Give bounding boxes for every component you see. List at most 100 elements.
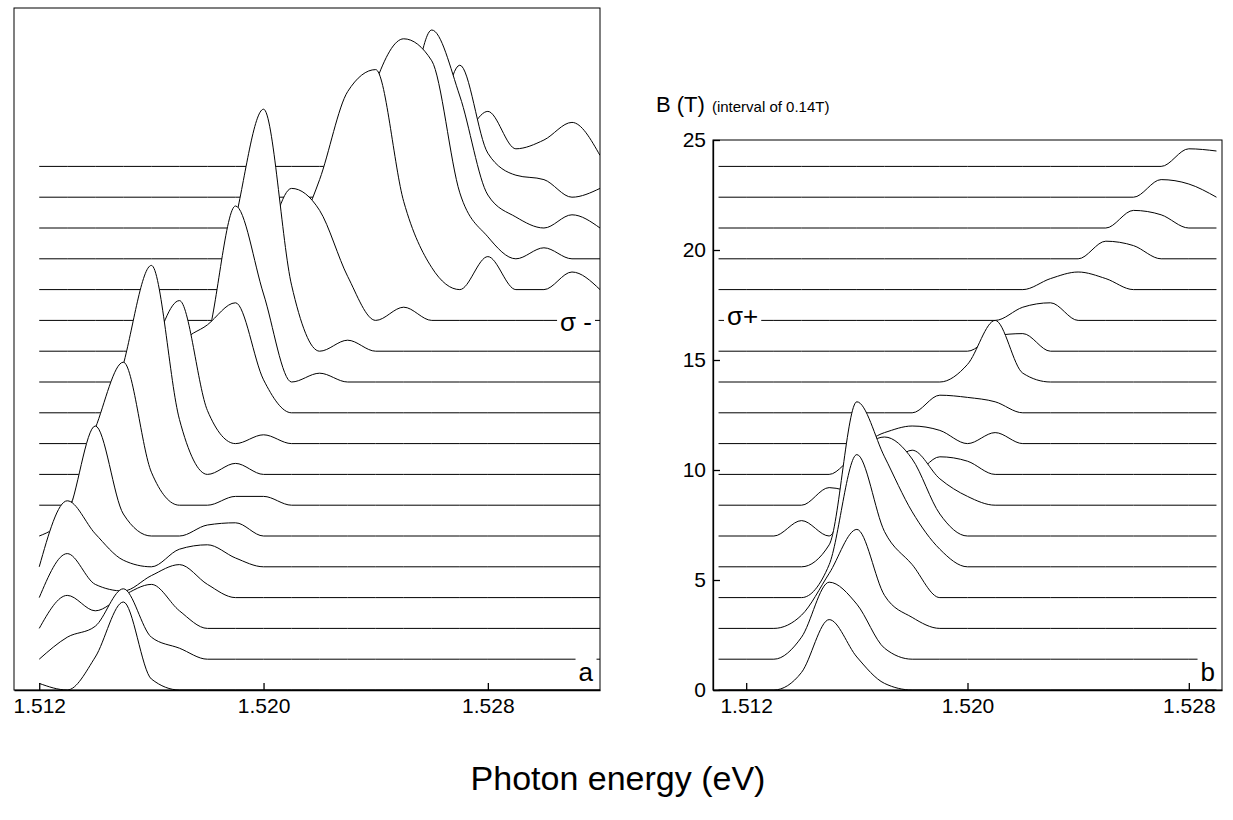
plot-frame — [713, 140, 1222, 690]
tick-mark — [713, 470, 720, 471]
trace-fill — [39, 188, 600, 320]
tick-label: 15 — [683, 348, 706, 371]
tick: 10 — [683, 458, 720, 481]
trace-line — [719, 149, 1217, 167]
trace-fill — [719, 582, 1217, 659]
trace-fill — [39, 362, 600, 505]
trace-line — [719, 180, 1217, 198]
trace-fill — [719, 303, 1217, 321]
trace-line — [39, 206, 600, 382]
tick-label: 1.520 — [942, 694, 995, 717]
tick-label: 25 — [683, 128, 706, 151]
y-axis-note: (interval of 0.14T) — [712, 98, 830, 115]
tick-mark — [263, 683, 264, 690]
trace-line — [719, 437, 1217, 536]
trace-line — [719, 272, 1217, 290]
tick-mark — [746, 683, 747, 690]
trace-line — [719, 241, 1217, 259]
trace-fill — [719, 426, 1217, 444]
tick-label: 5 — [694, 568, 706, 591]
trace-fill — [719, 320, 1217, 382]
label-patch — [576, 656, 597, 688]
tick-mark — [713, 580, 720, 581]
tick-mark — [967, 683, 968, 690]
trace-fill — [719, 455, 1217, 598]
tick-mark — [488, 683, 489, 690]
trace-fill — [719, 149, 1217, 167]
trace-line — [39, 362, 600, 505]
traces — [719, 149, 1217, 690]
tick-label: 1.512 — [13, 694, 66, 717]
x-axis: 1.512 1.520 1.528 — [13, 683, 600, 717]
plot-frame — [14, 8, 600, 690]
trace-fill — [719, 210, 1217, 228]
panel: 1.512 1.520 1.528 0 5 10 15 20 25 σ+ b — [683, 128, 1223, 717]
trace-fill — [719, 334, 1217, 352]
trace-line — [719, 455, 1217, 598]
axis-line — [713, 141, 714, 691]
trace-fill — [719, 272, 1217, 290]
trace-line — [719, 529, 1217, 628]
trace-line — [719, 303, 1217, 321]
tick: 0 — [694, 678, 720, 701]
tick: 1.512 — [720, 683, 773, 717]
trace-fill — [39, 65, 600, 197]
trace-line — [39, 65, 600, 197]
label-patch — [724, 300, 761, 332]
axis-line — [714, 690, 1223, 691]
trace-fill — [39, 426, 600, 536]
panel-title: σ - — [560, 307, 592, 337]
tick: 1.520 — [942, 683, 995, 717]
tick-label: 1.520 — [238, 694, 291, 717]
trace-fill — [719, 450, 1217, 505]
tick-label: 10 — [683, 458, 706, 481]
trace-fill — [719, 180, 1217, 198]
panel: 1.512 1.520 1.528 σ - a — [13, 8, 600, 717]
trace-fill — [719, 241, 1217, 259]
tick-mark — [713, 360, 720, 361]
tick: 25 — [683, 128, 720, 151]
tick-label: 1.528 — [1163, 694, 1216, 717]
tick-mark — [1189, 683, 1190, 690]
trace-line — [39, 501, 600, 567]
trace-fill — [719, 437, 1217, 536]
traces — [39, 30, 600, 690]
x-axis: 1.512 1.520 1.528 — [714, 683, 1223, 717]
panel-letter: b — [1201, 657, 1215, 687]
trace-fill — [39, 109, 600, 351]
trace-fill — [719, 402, 1217, 567]
x-axis-title: Photon energy (eV) — [471, 759, 766, 797]
trace-fill — [719, 529, 1217, 628]
y-axis-title: B (T) — [656, 92, 705, 117]
tick-mark — [39, 683, 40, 690]
trace-line — [719, 457, 1217, 475]
tick: 1.520 — [238, 683, 291, 717]
trace-fill — [719, 457, 1217, 475]
tick: 1.528 — [1163, 683, 1216, 717]
tick: 1.528 — [462, 683, 515, 717]
trace-line — [719, 320, 1217, 382]
tick-label: 20 — [683, 238, 706, 261]
trace-line — [719, 395, 1217, 413]
trace-fill — [39, 206, 600, 382]
chart: 1.512 1.520 1.528 σ - a 1.512 1.520 1.528 0 5 10 15… — [0, 0, 1233, 820]
trace-line — [719, 620, 1217, 690]
tick-label: 1.512 — [720, 694, 773, 717]
trace-line — [39, 602, 600, 690]
tick-mark — [713, 690, 720, 691]
tick: 1.512 — [13, 683, 66, 717]
trace-line — [719, 334, 1217, 352]
tick: 20 — [683, 238, 720, 261]
panel-title: σ+ — [727, 301, 758, 331]
tick-label: 0 — [694, 678, 706, 701]
trace-line — [719, 210, 1217, 228]
trace-line — [39, 111, 600, 166]
trace-fill — [719, 395, 1217, 413]
trace-line — [39, 188, 600, 320]
panel-letter: a — [579, 657, 594, 687]
trace-line — [719, 402, 1217, 567]
y-axis: 0 5 10 15 20 25 — [683, 128, 720, 701]
axis-line — [15, 690, 601, 691]
label-patch — [1198, 656, 1218, 688]
trace-fill — [39, 111, 600, 166]
